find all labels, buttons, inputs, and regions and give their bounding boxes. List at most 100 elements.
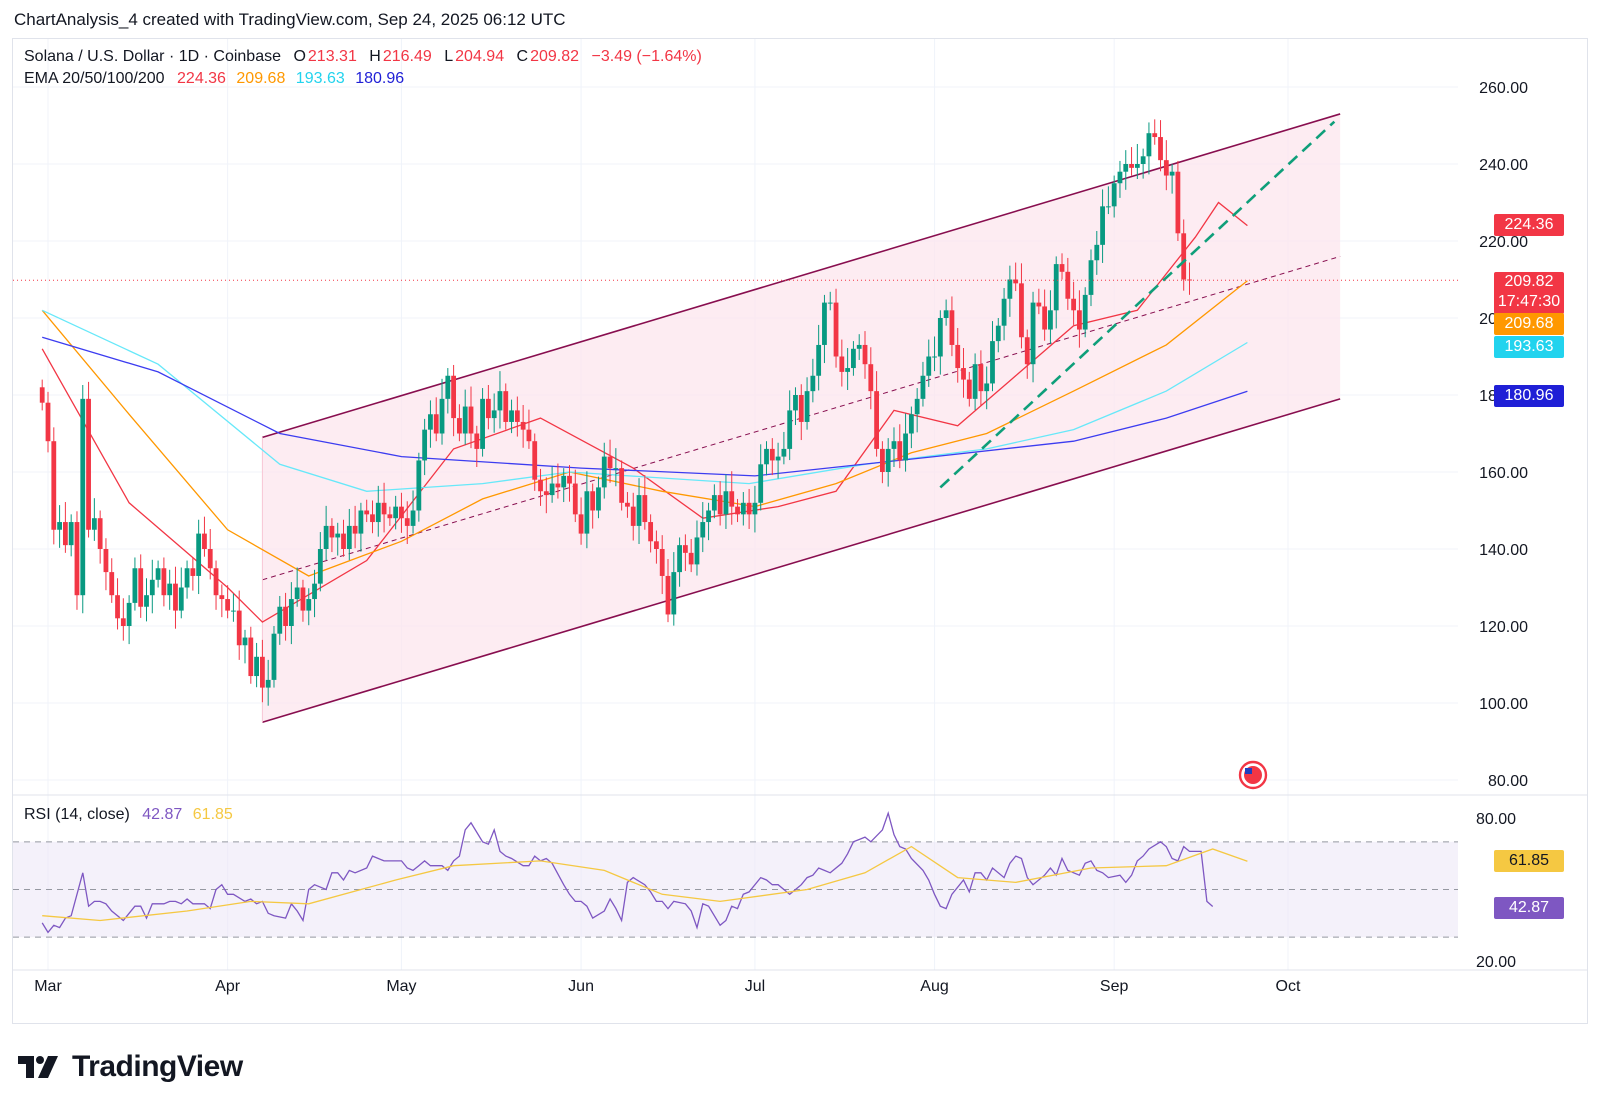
candle-body xyxy=(485,398,491,419)
candle-body xyxy=(155,568,161,580)
time-axis-label: Aug xyxy=(920,978,948,995)
chart-canvas[interactable]: 260.00240.00220.00200.00180.00160.00140.… xyxy=(0,0,1600,1040)
candle-body xyxy=(1117,171,1123,184)
candle-body xyxy=(555,483,561,488)
candle-body xyxy=(677,545,682,573)
rsi-band xyxy=(13,841,1458,938)
candle-body xyxy=(1059,264,1065,272)
candle-body xyxy=(665,575,671,615)
chart-frame[interactable] xyxy=(12,38,1588,1024)
symbol-name: Solana / U.S. Dollar · 1D · Coinbase xyxy=(24,48,281,65)
candle-body xyxy=(949,310,955,345)
channel-lower-line xyxy=(262,398,1341,724)
candle-body xyxy=(793,395,798,411)
candle-body xyxy=(1088,260,1094,295)
candle-body xyxy=(567,475,572,484)
candle-body xyxy=(219,595,225,600)
candle-body xyxy=(375,502,381,523)
time-axis-label: Sep xyxy=(1100,978,1129,995)
candle-body xyxy=(990,341,995,384)
candle-body xyxy=(283,606,288,626)
candle-body xyxy=(68,522,74,546)
price-axis-label: 160.00 xyxy=(1479,465,1528,482)
candle-body xyxy=(364,510,370,515)
price-axis-label: 120.00 xyxy=(1479,619,1528,636)
candle-body xyxy=(335,533,341,538)
candle-body xyxy=(590,491,596,511)
candle-body xyxy=(404,518,410,526)
candle-body xyxy=(1105,206,1111,208)
price-tag: 209.68 xyxy=(1494,313,1564,335)
candle-body xyxy=(943,310,949,318)
price-axis-label: 100.00 xyxy=(1479,696,1528,713)
change-value: −3.49 (−1.64%) xyxy=(591,48,702,65)
candle-body xyxy=(798,395,804,422)
candle-body xyxy=(144,595,149,607)
candle-body xyxy=(538,479,543,492)
candle-body xyxy=(804,391,810,422)
candle-body xyxy=(642,495,648,523)
ema50-value: 209.68 xyxy=(236,70,286,87)
candle-body xyxy=(607,456,613,469)
candle-body xyxy=(242,637,248,646)
candle-body xyxy=(1001,298,1007,326)
candle-body xyxy=(1053,264,1059,311)
candle-body xyxy=(457,418,462,434)
candle-body xyxy=(903,433,908,461)
price-axis-label: 220.00 xyxy=(1479,234,1528,251)
candle-body xyxy=(254,656,259,677)
candle-body xyxy=(126,602,132,626)
candle-body xyxy=(978,364,984,392)
candle-body xyxy=(625,502,630,507)
candle-body xyxy=(972,364,978,399)
price-tag-value: 180.96 xyxy=(1504,387,1554,404)
price-axis-label: 260.00 xyxy=(1479,80,1528,97)
candle-body xyxy=(833,302,839,357)
candle-body xyxy=(671,572,677,615)
price-axis-label: 140.00 xyxy=(1479,542,1528,559)
candle-body xyxy=(57,522,62,530)
tradingview-logo[interactable]: TradingView xyxy=(18,1050,243,1084)
price-tag-value: 224.36 xyxy=(1504,216,1554,233)
candle-body xyxy=(1030,302,1036,365)
ema-legend: EMA 20/50/100/200 224.36 209.68 193.63 1… xyxy=(24,70,406,88)
candle-body xyxy=(167,583,173,596)
symbol-header: Solana / U.S. Dollar · 1D · Coinbase O 21… xyxy=(24,48,704,66)
candle-body xyxy=(1181,233,1187,280)
candle-body xyxy=(207,549,213,569)
candle-body xyxy=(822,302,827,345)
candle-body xyxy=(1134,164,1140,168)
candle-body xyxy=(827,302,833,304)
candle-body xyxy=(91,518,97,530)
ema-label: EMA 20/50/100/200 xyxy=(24,70,165,87)
candle-body xyxy=(601,456,607,488)
time-axis-label: Oct xyxy=(1276,978,1301,995)
candle-body xyxy=(480,398,485,449)
us-flag-icon-canton xyxy=(1245,768,1252,774)
candle-body xyxy=(346,525,352,549)
candle-body xyxy=(561,475,567,488)
candle-body xyxy=(711,495,717,511)
candle-body xyxy=(1071,298,1077,311)
candle-body xyxy=(265,679,271,688)
candle-body xyxy=(503,391,509,422)
candle-body xyxy=(231,610,236,612)
candle-body xyxy=(103,549,109,573)
ema100-value: 193.63 xyxy=(295,70,345,87)
candle-body xyxy=(184,568,190,588)
candle-body xyxy=(1082,294,1088,330)
candle-body xyxy=(816,344,822,376)
price-tag: 209.82 17:47:30 xyxy=(1494,272,1564,314)
candle-body xyxy=(572,483,578,515)
price-axis-label: 240.00 xyxy=(1479,157,1528,174)
candle-body xyxy=(787,410,793,449)
candle-body xyxy=(520,421,526,430)
candle-body xyxy=(399,506,404,519)
candle-body xyxy=(630,506,636,526)
close-value: 209.82 xyxy=(530,48,580,65)
price-tag-value: 193.63 xyxy=(1504,338,1554,355)
candle-body xyxy=(1100,206,1105,245)
candle-body xyxy=(236,610,242,646)
candle-body xyxy=(1007,279,1013,299)
candle-body xyxy=(358,510,364,534)
